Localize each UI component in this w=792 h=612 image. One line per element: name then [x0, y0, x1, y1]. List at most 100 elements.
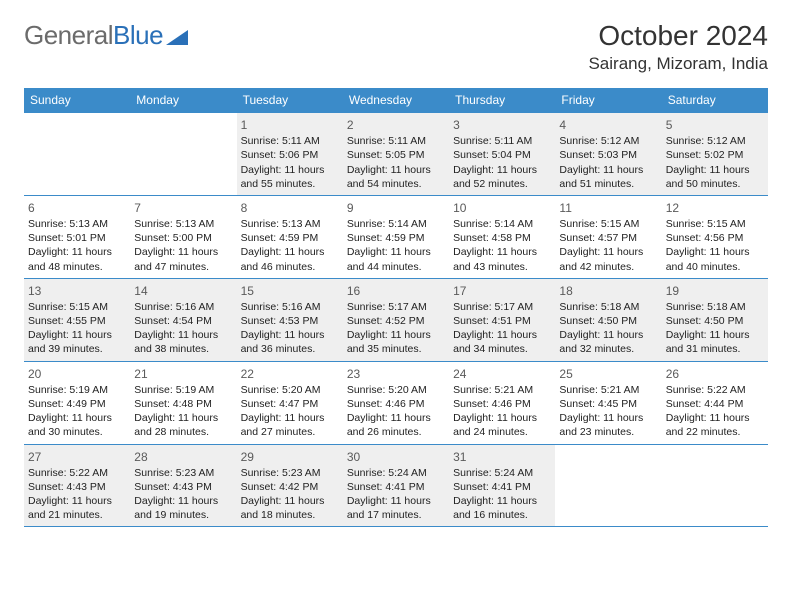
day-info-line: Sunset: 4:42 PM	[241, 480, 339, 494]
day-info-line: and 19 minutes.	[134, 508, 232, 522]
day-info-line: Sunrise: 5:22 AM	[28, 466, 126, 480]
day-info-line: Sunrise: 5:24 AM	[453, 466, 551, 480]
day-info-line: Sunrise: 5:15 AM	[666, 217, 764, 231]
day-info-line: Sunrise: 5:14 AM	[453, 217, 551, 231]
day-number: 20	[28, 364, 126, 383]
day-info-line: Daylight: 11 hours	[134, 245, 232, 259]
weekday-header: Thursday	[449, 88, 555, 113]
day-info-line: and 44 minutes.	[347, 260, 445, 274]
calendar-page: GeneralBlue October 2024 Sairang, Mizora…	[0, 0, 792, 547]
day-info-line: Sunset: 5:04 PM	[453, 148, 551, 162]
day-info-line: Daylight: 11 hours	[347, 245, 445, 259]
day-info-line: Daylight: 11 hours	[241, 411, 339, 425]
day-info-line: Sunrise: 5:21 AM	[453, 383, 551, 397]
day-info-line: Sunrise: 5:18 AM	[666, 300, 764, 314]
calendar-day-cell: 18Sunrise: 5:18 AMSunset: 4:50 PMDayligh…	[555, 278, 661, 361]
day-info-line: Sunrise: 5:23 AM	[241, 466, 339, 480]
page-header: GeneralBlue October 2024 Sairang, Mizora…	[24, 20, 768, 74]
day-info-line: Daylight: 11 hours	[453, 494, 551, 508]
day-info-line: and 35 minutes.	[347, 342, 445, 356]
calendar-day-cell: 23Sunrise: 5:20 AMSunset: 4:46 PMDayligh…	[343, 361, 449, 444]
day-number: 10	[453, 198, 551, 217]
day-info-line: and 28 minutes.	[134, 425, 232, 439]
day-info-line: and 23 minutes.	[559, 425, 657, 439]
day-info-line: Daylight: 11 hours	[134, 494, 232, 508]
day-number: 4	[559, 115, 657, 134]
day-number: 5	[666, 115, 764, 134]
day-info-line: Sunset: 4:46 PM	[453, 397, 551, 411]
calendar-day-cell: 7Sunrise: 5:13 AMSunset: 5:00 PMDaylight…	[130, 195, 236, 278]
day-info-line: Sunrise: 5:11 AM	[241, 134, 339, 148]
calendar-day-cell: 3Sunrise: 5:11 AMSunset: 5:04 PMDaylight…	[449, 113, 555, 196]
day-number: 6	[28, 198, 126, 217]
day-number: 9	[347, 198, 445, 217]
day-info-line: Daylight: 11 hours	[28, 494, 126, 508]
day-info-line: and 16 minutes.	[453, 508, 551, 522]
calendar-day-cell: 20Sunrise: 5:19 AMSunset: 4:49 PMDayligh…	[24, 361, 130, 444]
day-info-line: Daylight: 11 hours	[453, 411, 551, 425]
day-info-line: Daylight: 11 hours	[453, 328, 551, 342]
weekday-row: Sunday Monday Tuesday Wednesday Thursday…	[24, 88, 768, 113]
day-info-line: Sunrise: 5:20 AM	[241, 383, 339, 397]
calendar-thead: Sunday Monday Tuesday Wednesday Thursday…	[24, 88, 768, 113]
day-info-line: Daylight: 11 hours	[453, 163, 551, 177]
calendar-day-cell: 25Sunrise: 5:21 AMSunset: 4:45 PMDayligh…	[555, 361, 661, 444]
day-info-line: Sunset: 4:43 PM	[134, 480, 232, 494]
day-info-line: Daylight: 11 hours	[666, 411, 764, 425]
day-number: 1	[241, 115, 339, 134]
day-number: 13	[28, 281, 126, 300]
day-info-line: and 40 minutes.	[666, 260, 764, 274]
day-info-line: Sunrise: 5:12 AM	[559, 134, 657, 148]
calendar-day-cell: 13Sunrise: 5:15 AMSunset: 4:55 PMDayligh…	[24, 278, 130, 361]
day-number: 14	[134, 281, 232, 300]
day-info-line: and 18 minutes.	[241, 508, 339, 522]
day-info-line: Sunset: 4:49 PM	[28, 397, 126, 411]
day-info-line: and 22 minutes.	[666, 425, 764, 439]
day-number: 8	[241, 198, 339, 217]
calendar-day-cell: 11Sunrise: 5:15 AMSunset: 4:57 PMDayligh…	[555, 195, 661, 278]
day-info-line: and 38 minutes.	[134, 342, 232, 356]
day-info-line: Daylight: 11 hours	[666, 245, 764, 259]
day-info-line: Sunrise: 5:19 AM	[28, 383, 126, 397]
day-info-line: and 46 minutes.	[241, 260, 339, 274]
day-number: 7	[134, 198, 232, 217]
day-info-line: Sunset: 5:00 PM	[134, 231, 232, 245]
calendar-day-cell: 1Sunrise: 5:11 AMSunset: 5:06 PMDaylight…	[237, 113, 343, 196]
day-info-line: Sunset: 4:53 PM	[241, 314, 339, 328]
calendar-day-cell	[130, 113, 236, 196]
day-info-line: Sunset: 4:45 PM	[559, 397, 657, 411]
title-block: October 2024 Sairang, Mizoram, India	[588, 20, 768, 74]
day-info-line: and 36 minutes.	[241, 342, 339, 356]
day-info-line: and 21 minutes.	[28, 508, 126, 522]
day-info-line: Sunrise: 5:13 AM	[241, 217, 339, 231]
calendar-day-cell: 5Sunrise: 5:12 AMSunset: 5:02 PMDaylight…	[662, 113, 768, 196]
day-info-line: and 47 minutes.	[134, 260, 232, 274]
day-info-line: Sunset: 4:41 PM	[453, 480, 551, 494]
day-info-line: Daylight: 11 hours	[347, 411, 445, 425]
logo-triangle-icon	[166, 27, 188, 45]
day-info-line: Sunset: 4:47 PM	[241, 397, 339, 411]
day-info-line: Sunrise: 5:19 AM	[134, 383, 232, 397]
day-number: 24	[453, 364, 551, 383]
calendar-table: Sunday Monday Tuesday Wednesday Thursday…	[24, 88, 768, 527]
calendar-day-cell: 30Sunrise: 5:24 AMSunset: 4:41 PMDayligh…	[343, 444, 449, 527]
day-info-line: Daylight: 11 hours	[559, 328, 657, 342]
day-info-line: Sunset: 5:02 PM	[666, 148, 764, 162]
calendar-week-row: 13Sunrise: 5:15 AMSunset: 4:55 PMDayligh…	[24, 278, 768, 361]
day-number: 27	[28, 447, 126, 466]
calendar-day-cell: 21Sunrise: 5:19 AMSunset: 4:48 PMDayligh…	[130, 361, 236, 444]
calendar-day-cell: 15Sunrise: 5:16 AMSunset: 4:53 PMDayligh…	[237, 278, 343, 361]
day-info-line: Daylight: 11 hours	[666, 163, 764, 177]
day-info-line: Daylight: 11 hours	[28, 411, 126, 425]
day-info-line: and 43 minutes.	[453, 260, 551, 274]
day-info-line: and 48 minutes.	[28, 260, 126, 274]
day-info-line: Daylight: 11 hours	[28, 245, 126, 259]
day-info-line: Sunrise: 5:15 AM	[559, 217, 657, 231]
day-number: 31	[453, 447, 551, 466]
day-info-line: Sunset: 4:48 PM	[134, 397, 232, 411]
weekday-header: Sunday	[24, 88, 130, 113]
day-info-line: Sunrise: 5:18 AM	[559, 300, 657, 314]
day-info-line: Daylight: 11 hours	[28, 328, 126, 342]
calendar-day-cell	[662, 444, 768, 527]
day-number: 3	[453, 115, 551, 134]
